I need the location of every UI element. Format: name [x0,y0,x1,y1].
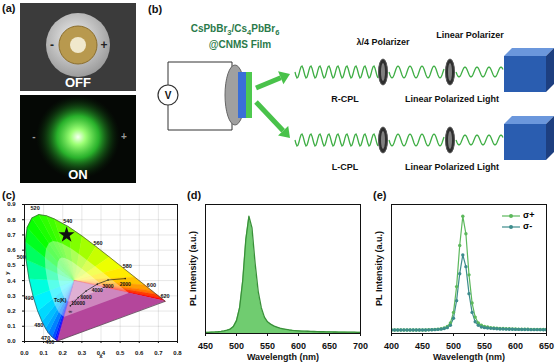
html-text:(e): (e) [373,189,387,201]
html-text:(d): (d) [187,189,201,201]
svg-text:0.0: 0.0 [7,338,16,344]
svg-text:0.5: 0.5 [116,350,125,356]
svg-text:540: 540 [63,218,72,224]
svg-text:0.6: 0.6 [135,350,144,356]
svg-text:λ/4 Polarizer: λ/4 Polarizer [356,37,410,47]
svg-text:580: 580 [123,263,132,269]
svg-text:500: 500 [16,254,26,261]
svg-text:L-CPL: L-CPL [332,162,359,172]
svg-text:Linear Polarizer: Linear Polarizer [436,30,504,40]
svg-text:620: 620 [160,293,169,299]
svg-text:3000: 3000 [102,283,113,289]
svg-text:ON: ON [68,167,88,182]
svg-text:0.6: 0.6 [7,247,16,253]
svg-text:0.3: 0.3 [78,350,87,356]
svg-text:600: 600 [291,341,306,351]
svg-text:700: 700 [353,341,368,351]
svg-text:0.9: 0.9 [7,201,16,207]
svg-text:OFF: OFF [65,75,91,90]
svg-text:480: 480 [34,322,43,328]
svg-text:4000: 4000 [92,287,103,293]
svg-text:0.7: 0.7 [7,232,16,238]
svg-text:0.2: 0.2 [59,350,68,356]
svg-text:PL Intensity (a.u.): PL Intensity (a.u.) [188,231,198,306]
svg-text:650: 650 [322,341,337,351]
svg-text:∞: ∞ [69,308,73,314]
svg-text:y: y [4,271,10,275]
svg-text:0.8: 0.8 [7,217,16,223]
svg-text:-: - [32,131,35,142]
svg-text:0.5: 0.5 [7,262,16,268]
svg-text:0.1: 0.1 [39,350,48,356]
svg-text:500: 500 [446,341,461,351]
svg-text:450: 450 [415,341,430,351]
svg-text:0.7: 0.7 [154,350,163,356]
svg-text:0.2: 0.2 [7,308,16,314]
svg-text:PL Intensity (a.u.): PL Intensity (a.u.) [374,231,384,306]
svg-text:R-CPL: R-CPL [331,94,359,104]
svg-text:6000: 6000 [81,294,92,300]
svg-text:400: 400 [384,341,399,351]
svg-text:Tc(K): Tc(K) [54,297,67,303]
svg-text:2000: 2000 [120,281,131,287]
svg-text:460: 460 [45,339,55,346]
svg-text:600: 600 [508,341,523,351]
svg-text:Linear Polarized Light: Linear Polarized Light [405,94,499,104]
html-text:σ+: σ+ [523,210,535,220]
svg-text:550: 550 [260,341,275,351]
svg-text:0.4: 0.4 [96,349,106,356]
svg-text:@CNMS Film: @CNMS Film [209,39,272,50]
svg-text:450: 450 [198,341,213,351]
svg-text:600: 600 [147,282,156,288]
html-text:σ-: σ- [523,221,533,231]
svg-text:560: 560 [93,240,102,246]
svg-text:10000: 10000 [71,300,85,306]
svg-text:Wavelength (nm): Wavelength (nm) [433,352,505,362]
svg-text:Linear Polarized Light: Linear Polarized Light [405,162,499,172]
svg-text:550: 550 [477,341,492,351]
svg-text:(a): (a) [2,2,16,14]
svg-text:CsPbBr3/Cs4PbBr6: CsPbBr3/Cs4PbBr6 [191,23,280,37]
svg-text:0.8: 0.8 [173,350,182,356]
svg-text:650: 650 [539,341,554,351]
svg-text:0.0: 0.0 [20,350,29,356]
svg-text:Wavelength (nm): Wavelength (nm) [247,352,319,362]
svg-text:+: + [121,131,127,142]
svg-text:0.3: 0.3 [7,293,16,299]
svg-text:-: - [50,38,54,52]
svg-text:+: + [100,38,107,52]
svg-text:470: 470 [41,335,50,341]
svg-text:0.1: 0.1 [7,323,16,329]
svg-text:490: 490 [24,295,33,301]
svg-text:500: 500 [229,341,244,351]
svg-text:520: 520 [31,205,40,211]
svg-text:x: x [99,353,103,359]
svg-text:0.4: 0.4 [7,278,16,284]
html-text:(c): (c) [2,189,16,201]
svg-text:(b): (b) [148,3,162,15]
svg-text:V: V [165,90,172,101]
